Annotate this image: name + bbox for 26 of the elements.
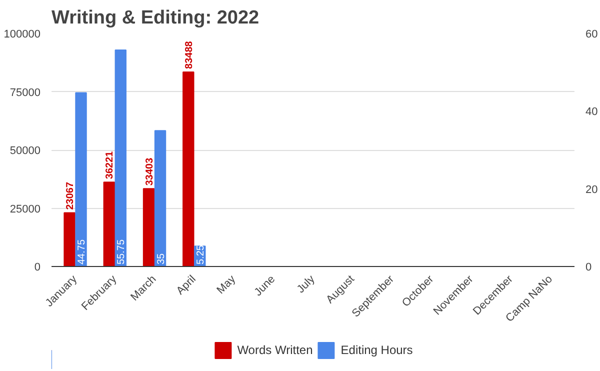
x-tick-label: July xyxy=(294,272,318,296)
data-label: 44.75 xyxy=(76,239,88,264)
y-tick-label: 100000 xyxy=(4,28,41,40)
y-tick-label: 0 xyxy=(34,262,41,274)
bar xyxy=(114,50,126,266)
y2-tick-label: 60 xyxy=(586,28,598,40)
data-label: 36221 xyxy=(104,150,116,180)
x-tick-label: May xyxy=(214,272,238,296)
y-tick-label: 25000 xyxy=(10,203,41,216)
data-label: 23067 xyxy=(65,182,76,210)
data-label: 55.75 xyxy=(116,239,128,264)
data-label: 35 xyxy=(156,252,167,264)
y-tick-label: 75000 xyxy=(10,86,41,99)
bar xyxy=(75,92,87,266)
legend-label: Editing Hours xyxy=(340,343,413,357)
data-label: 83488 xyxy=(184,40,195,69)
bar xyxy=(64,212,76,266)
bar xyxy=(182,71,194,266)
y2-tick-label: 0 xyxy=(586,262,592,274)
chart-title: Writing & Editing: 2022 xyxy=(52,8,260,28)
y-tick-label: 50000 xyxy=(10,145,41,157)
y2-tick-label: 20 xyxy=(586,184,598,196)
y2-tick-label: 40 xyxy=(586,106,598,118)
data-label: 33403 xyxy=(144,157,156,186)
legend-label: Words Written xyxy=(237,343,313,357)
data-label: 5.25 xyxy=(195,244,206,264)
